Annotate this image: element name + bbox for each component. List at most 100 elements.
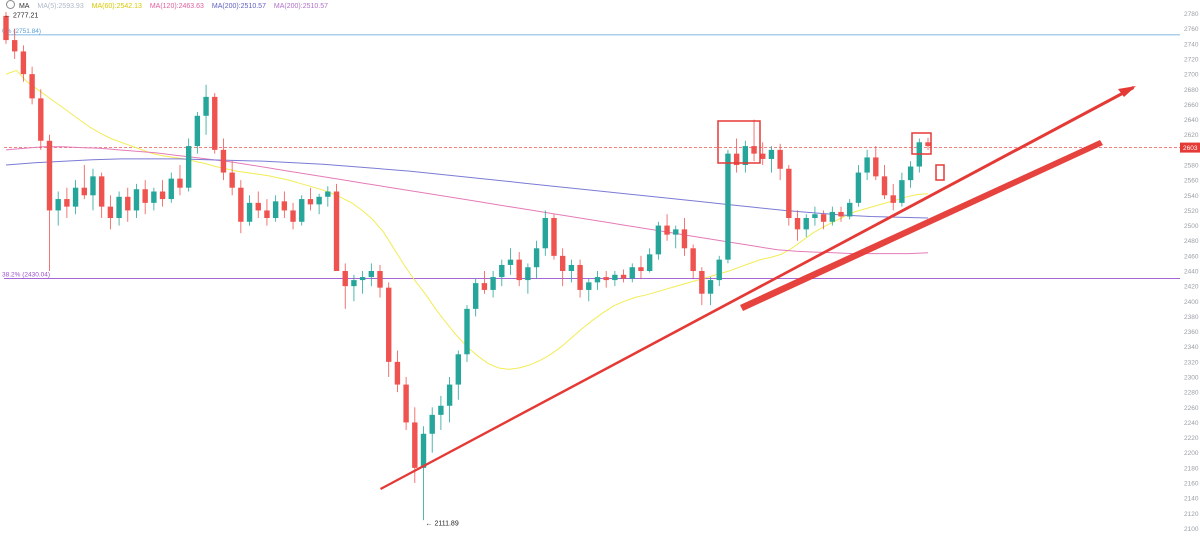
candle-body [533, 248, 540, 268]
y-tick-label: 2740 [1184, 41, 1199, 48]
candle-body [90, 176, 96, 196]
low-price-label: ← 2111.89 [426, 520, 459, 527]
candle-body [864, 157, 870, 173]
high-price-label: ← 2777.21 [4, 13, 38, 20]
candle-body [168, 178, 174, 200]
candle-body [116, 196, 122, 218]
candle-body [542, 218, 548, 249]
candle-body [568, 264, 575, 271]
y-tick-label: 2420 [1184, 284, 1199, 291]
candle-body [716, 259, 722, 281]
candle-body [255, 202, 261, 211]
y-tick-label: 2240 [1184, 420, 1199, 427]
candle-body [325, 191, 331, 197]
y-tick-label: 2140 [1184, 496, 1199, 503]
candle-body [133, 189, 140, 211]
legend-ma200a: MA(200):2510.57 [211, 3, 266, 10]
candle-body [98, 176, 105, 207]
candle-body [794, 218, 801, 230]
resistance-highlight-box [717, 120, 761, 164]
candle-body [316, 196, 322, 205]
candle-body [420, 433, 427, 468]
candle-body [229, 172, 235, 188]
candle-body [386, 287, 392, 362]
trendline-arrow [380, 86, 1136, 490]
candle-body [499, 264, 505, 278]
y-tick-label: 2620 [1184, 132, 1199, 139]
candle-body [551, 218, 557, 256]
candle-body [516, 259, 522, 281]
candle-body [333, 191, 340, 271]
candle-body [655, 225, 662, 255]
y-tick-label: 2360 [1184, 329, 1199, 336]
candle-body [394, 361, 401, 385]
candle-body [238, 187, 244, 222]
candle-body [46, 140, 53, 211]
candle-body [220, 149, 227, 173]
candle-body [151, 191, 157, 203]
y-tick-label: 2520 [1184, 208, 1199, 215]
candle-body [620, 274, 627, 279]
y-tick-label: 2180 [1184, 465, 1199, 472]
candle-body [438, 405, 444, 415]
fib-level-label: 38.2% (2430.04) [2, 272, 50, 279]
candle-body [820, 214, 827, 222]
candle-body [246, 202, 253, 222]
y-tick-label: 2720 [1184, 57, 1199, 64]
candle-body [55, 199, 61, 211]
candle-body [855, 172, 862, 203]
legend-ma60: MA(60):2542.13 [91, 3, 142, 10]
y-tick-label: 2760 [1184, 26, 1199, 33]
trendline-arrowhead [1118, 86, 1136, 97]
eye-icon[interactable] [6, 0, 15, 9]
y-tick-label: 2100 [1184, 526, 1199, 533]
candle-body [264, 210, 270, 218]
candle-body [107, 206, 114, 218]
candle-body [725, 153, 731, 260]
small-highlight-box [935, 164, 945, 181]
ma-line-2 [5, 158, 929, 219]
candle-body [733, 153, 740, 165]
candle-body [29, 74, 35, 99]
y-tick-label: 2400 [1184, 299, 1199, 306]
candle-body [342, 271, 348, 287]
candle-body [812, 214, 818, 218]
candle-body [72, 187, 79, 207]
candle-body [646, 254, 653, 271]
candle-body [159, 191, 166, 200]
current-price-label: 2603 [1183, 145, 1198, 152]
y-tick-label: 2320 [1184, 359, 1199, 366]
legend-indicator-name: MA [18, 3, 30, 10]
trendline-shaft [380, 86, 1134, 490]
candle-body [481, 283, 488, 290]
y-tick-label: 2300 [1184, 375, 1199, 382]
candle-body [829, 211, 836, 222]
candle-body [403, 384, 409, 423]
candle-body [272, 201, 279, 218]
candle-body [177, 178, 183, 188]
y-tick-label: 2500 [1184, 223, 1199, 230]
candle-body [707, 280, 714, 294]
candle-body [299, 199, 305, 222]
candle-body [847, 202, 853, 217]
candle-body [803, 218, 809, 230]
ma-legend: MA MA(5):2593.93 MA(60):2542.13 MA(120):… [6, 0, 334, 10]
y-tick-label: 2220 [1184, 435, 1199, 442]
y-tick-label: 2780 [1184, 11, 1199, 18]
candle-body [38, 98, 44, 141]
candle-body [194, 115, 201, 147]
candle-body [777, 149, 783, 169]
candle-body [446, 384, 453, 406]
candle-body [768, 149, 775, 159]
trendline-thick [740, 140, 1103, 311]
candle-body [673, 229, 679, 235]
y-tick-label: 2580 [1184, 163, 1199, 170]
candle-body [899, 180, 905, 203]
legend-ma200b: MA(200):2510.57 [273, 3, 329, 10]
candle-body [125, 196, 131, 211]
price-axis: 2780276027402720270026802660264026202600… [1184, 11, 1199, 533]
candle-body [20, 51, 27, 75]
y-tick-label: 2700 [1184, 72, 1199, 79]
